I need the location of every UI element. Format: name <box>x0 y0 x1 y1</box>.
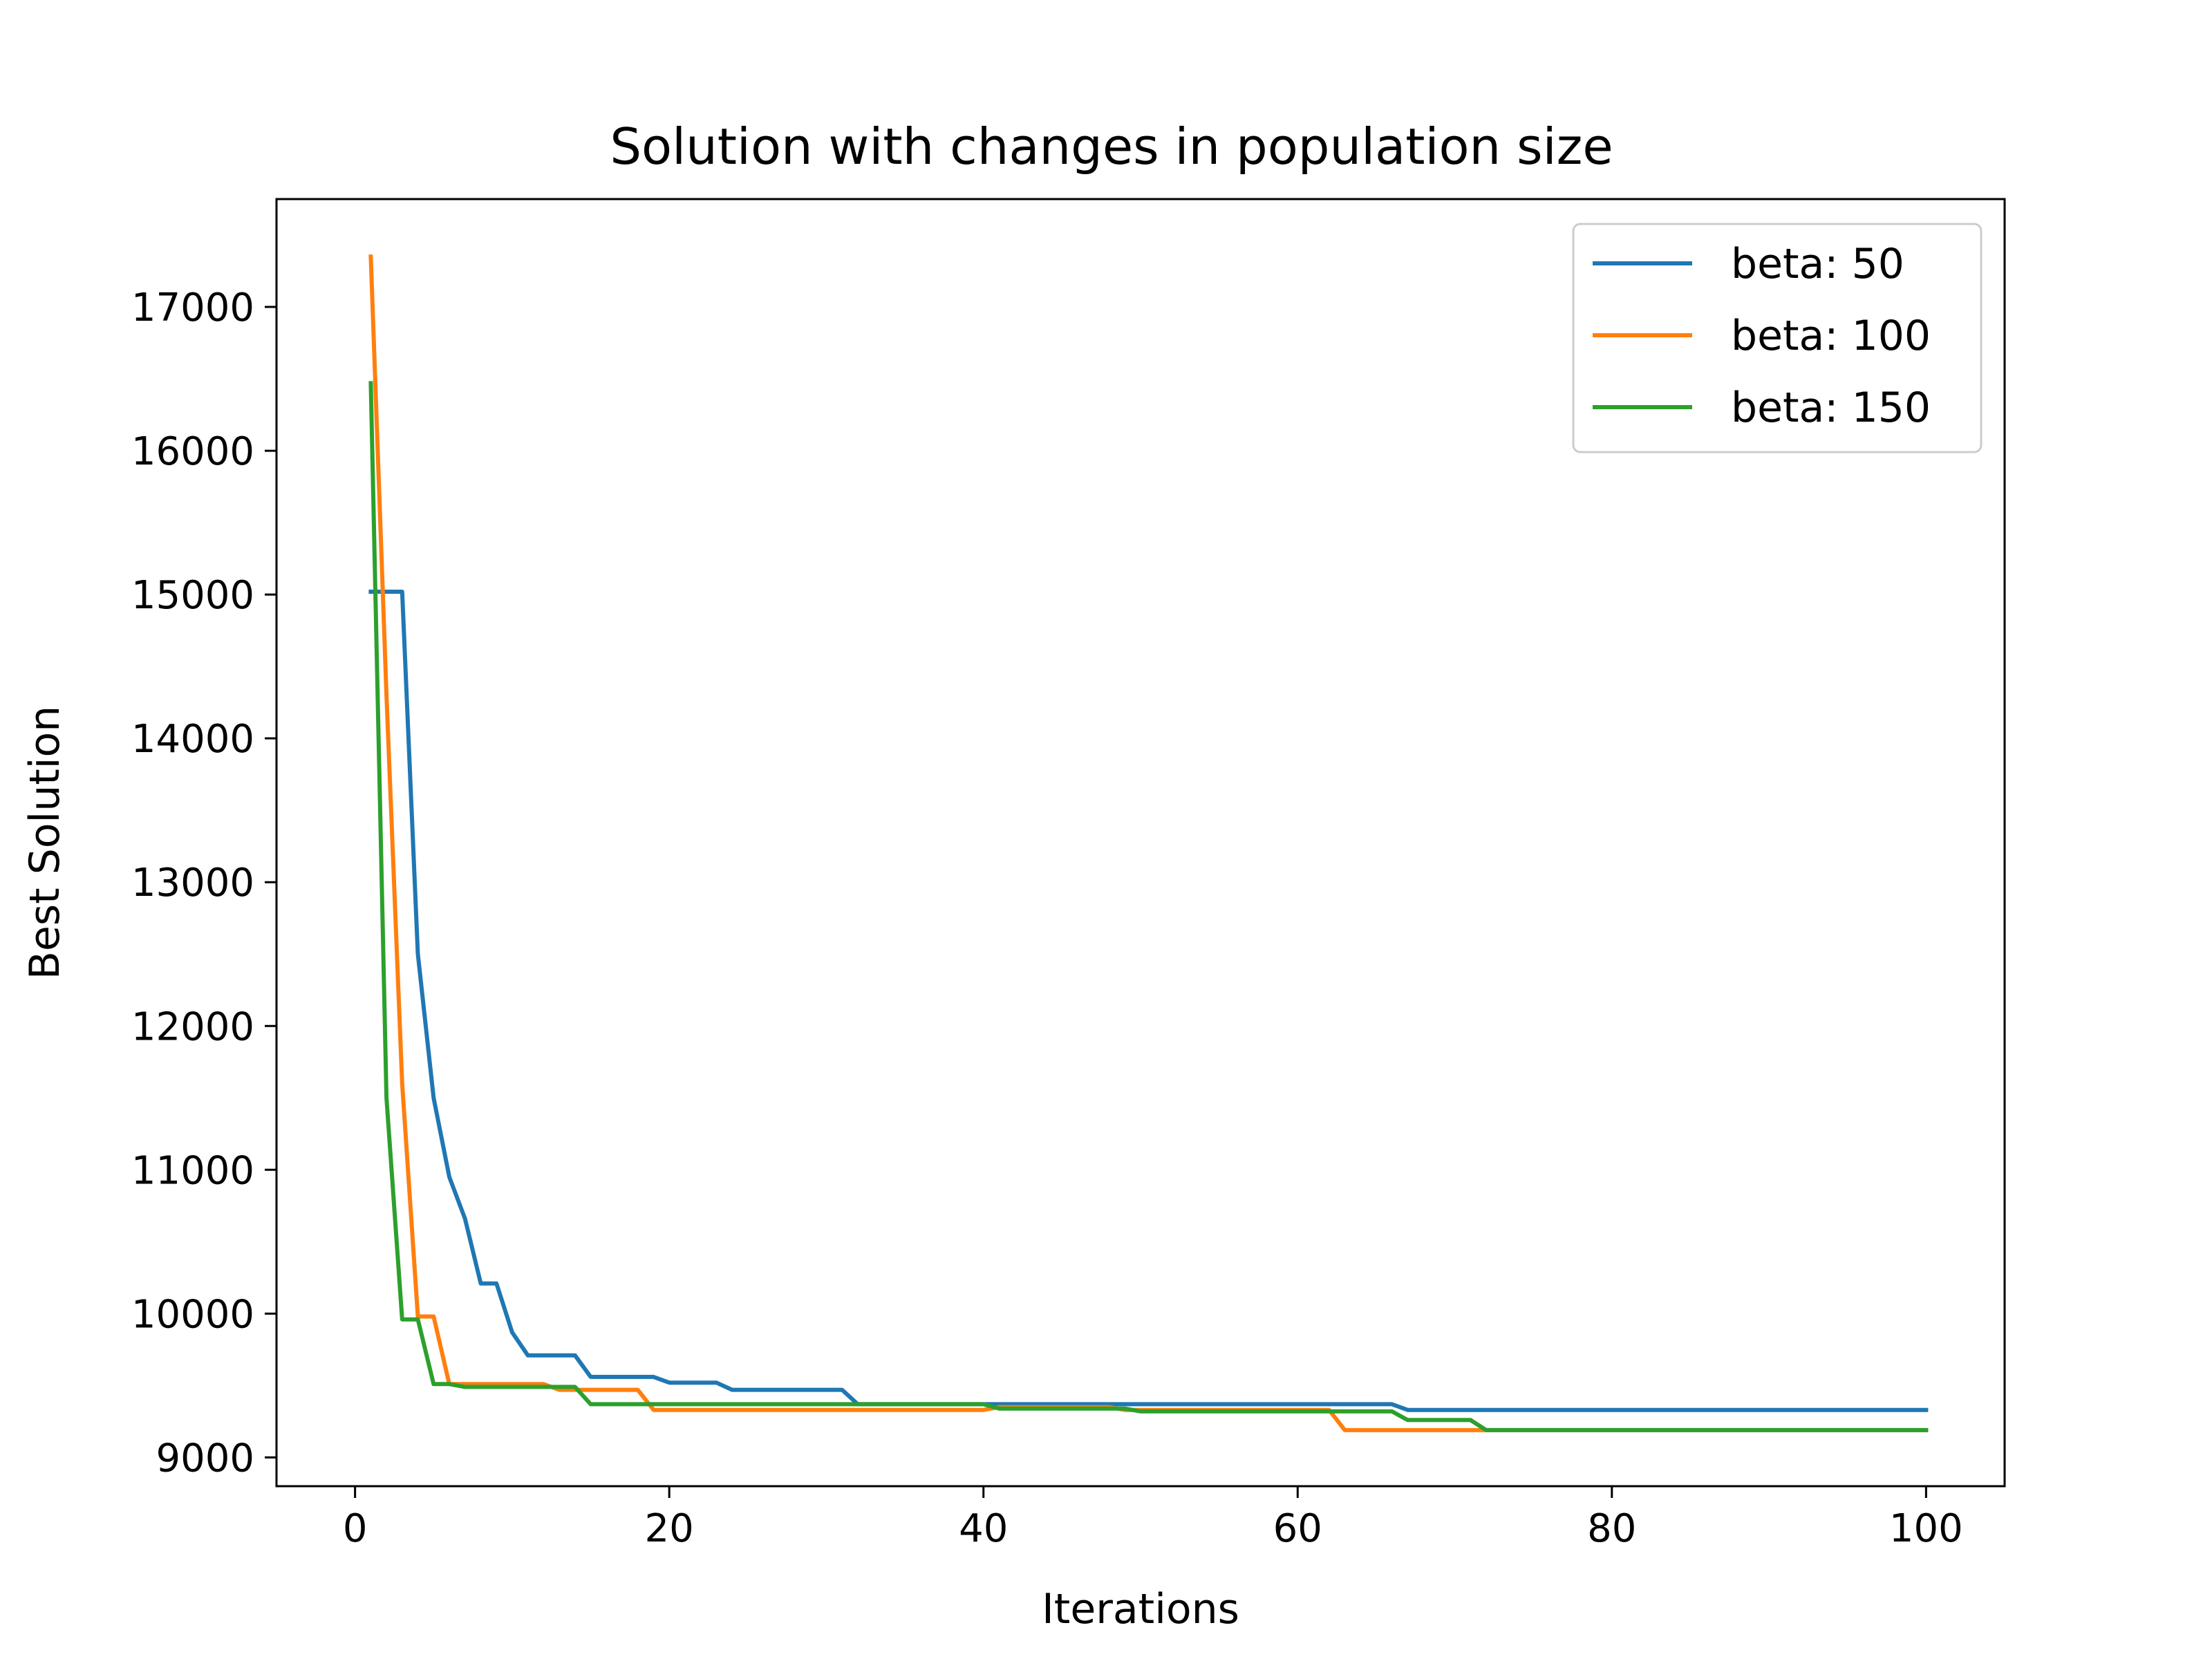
plot-lines <box>368 254 1929 1432</box>
x-tick-label: 80 <box>1587 1506 1636 1551</box>
series-line-2 <box>368 381 1929 1432</box>
legend-box <box>1572 223 1983 453</box>
x-tick-label: 20 <box>645 1506 694 1551</box>
y-tick-label: 9000 <box>156 1436 254 1481</box>
plot-frame <box>275 198 2006 1488</box>
x-axis: 0 20 40 60 80 100 <box>343 1486 1963 1551</box>
y-tick-label: 15000 <box>131 573 254 618</box>
x-tick-label: 60 <box>1273 1506 1322 1551</box>
x-tick-label: 100 <box>1889 1506 1963 1551</box>
y-tick-label: 10000 <box>131 1292 254 1337</box>
y-tick-label: 11000 <box>131 1148 254 1193</box>
legend-label-0: beta: 50 <box>1731 240 1904 288</box>
series-line-0 <box>368 590 1929 1412</box>
y-tick-label: 13000 <box>131 861 254 906</box>
y-tick-label: 16000 <box>131 429 254 474</box>
x-axis-label: Iterations <box>1042 1585 1239 1633</box>
x-tick-label: 0 <box>343 1506 368 1551</box>
y-tick-label: 12000 <box>131 1004 254 1049</box>
legend: beta: 50 beta: 100 beta: 150 <box>1572 223 1983 453</box>
x-tick-label: 40 <box>959 1506 1008 1551</box>
y-tick-label: 17000 <box>131 285 254 330</box>
y-axis-label: Best Solution <box>21 706 69 980</box>
chart-title: Solution with changes in population size <box>610 118 1613 176</box>
y-axis: 9000 10000 11000 12000 13000 14000 15000 16000 1… <box>131 285 276 1481</box>
legend-label-2: beta: 150 <box>1731 384 1931 432</box>
legend-label-1: beta: 100 <box>1731 312 1931 360</box>
y-tick-label: 14000 <box>131 717 254 762</box>
